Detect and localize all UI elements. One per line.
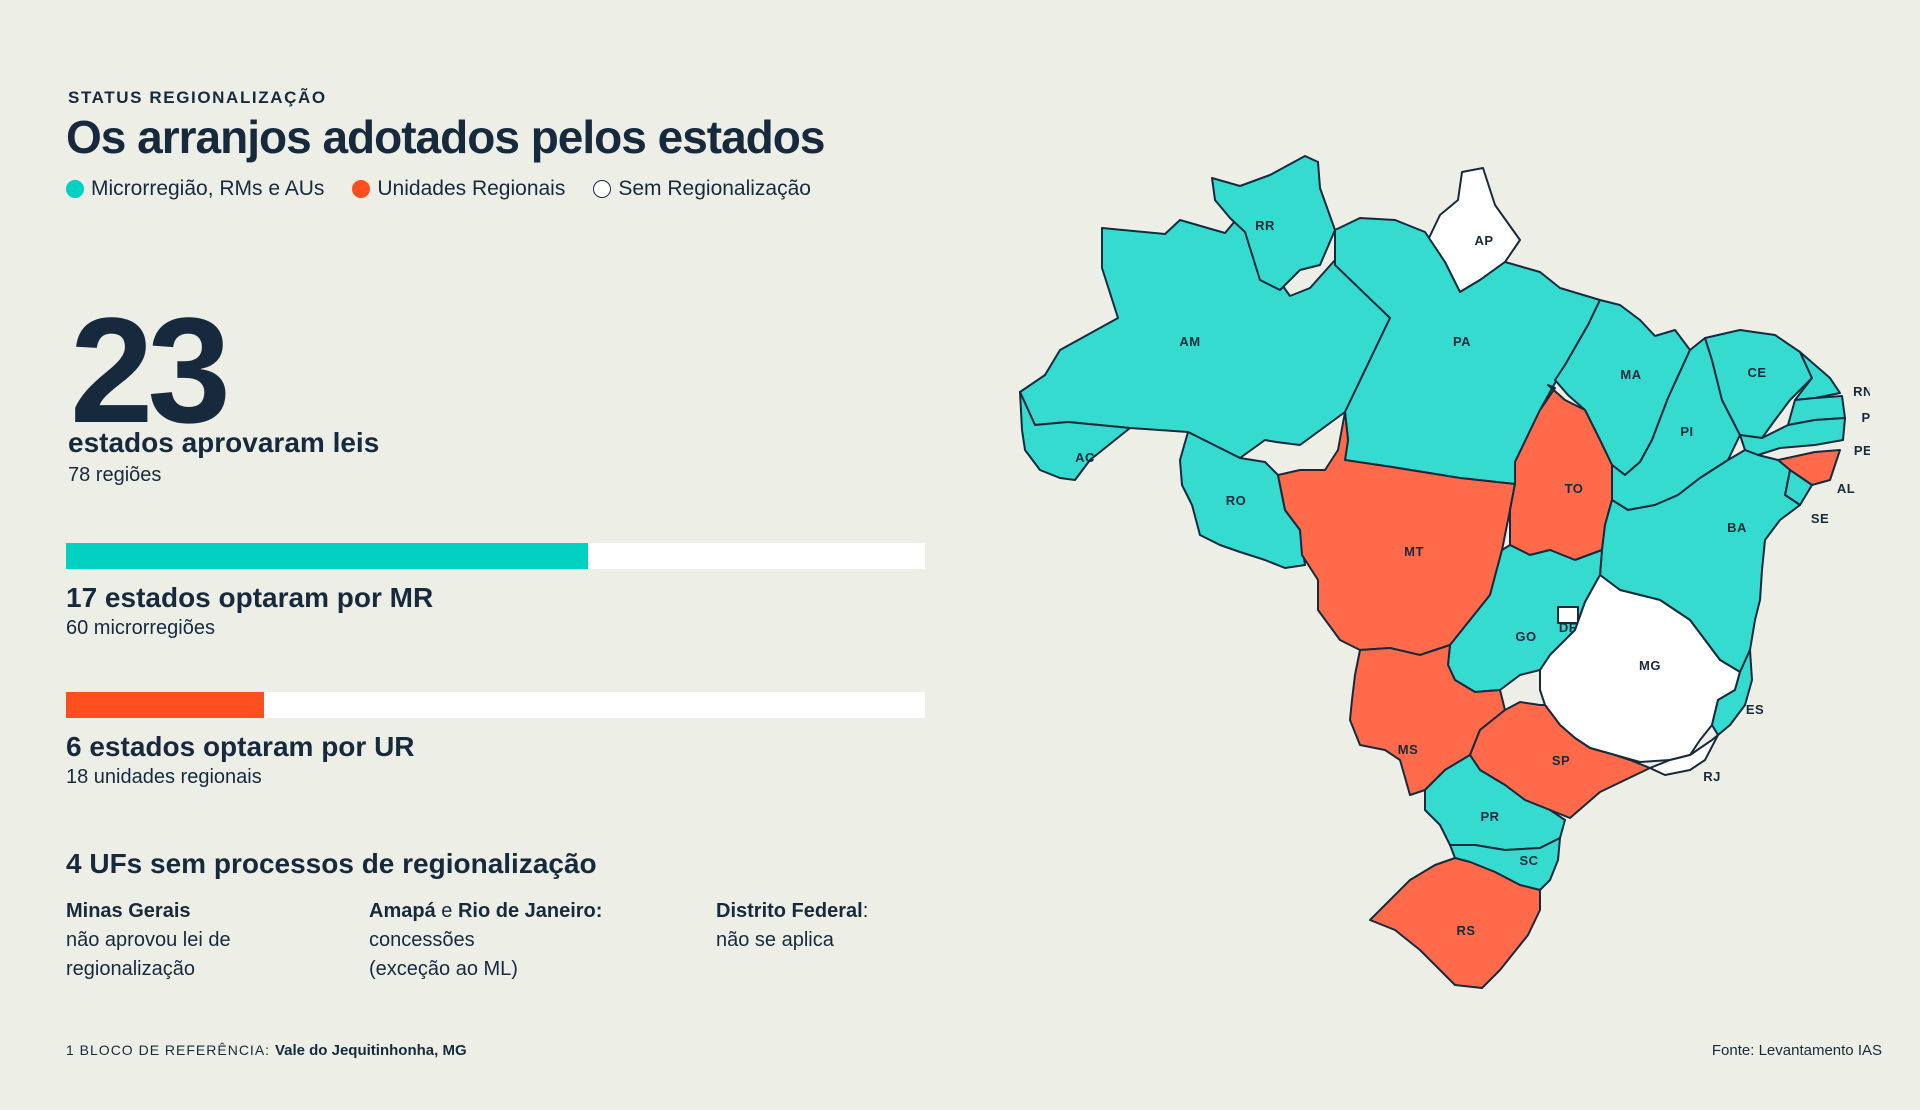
label-es: ES [1746,702,1764,717]
state-rj [1649,734,1719,776]
state-labels: RR AP AM PA MA CE RN PB PE PI AL SE AC R… [1075,218,1870,938]
label-rs: RS [1456,923,1475,938]
ur-progress-track [66,692,925,718]
conj: e [435,900,458,922]
orange-dot-icon [352,180,371,198]
label-al: AL [1837,481,1855,496]
footnote: 1 BLOCO DE REFERÊNCIA: Vale do Jequitinh… [66,1042,467,1059]
legend-item-mr: Microrregião, RMs e AUs [66,177,324,201]
label-rj: RJ [1703,769,1721,784]
state-ac [1019,391,1131,481]
state-mg [1539,574,1741,763]
legend-label-none: Sem Regionalização [618,177,811,200]
label-am: AM [1179,334,1200,349]
label-rn: RN [1853,384,1870,399]
ap-text-2: (exceção ao ML) [369,958,518,980]
state-rr [1211,155,1336,291]
df-colon: : [862,900,869,922]
state-rs [1369,857,1541,989]
big-number-label: estados aprovaram leis [68,427,380,458]
ur-stat-sub: 18 unidades regionais [66,766,262,788]
big-number: 23 [70,286,231,454]
label-pb: PB [1861,410,1870,425]
label-ba: BA [1727,520,1747,535]
legend-item-ur: Unidades Regionais [352,177,565,201]
mr-progress-track [66,543,925,569]
ur-stat-label: 6 estados optaram por UR [66,731,415,762]
label-pr: PR [1480,809,1499,824]
white-dot-icon [593,180,612,198]
label-ac: AC [1075,450,1095,465]
legend-label-ur: Unidades Regionais [377,177,566,200]
mr-stat-label: 17 estados optaram por MR [66,582,434,613]
label-ma: MA [1620,367,1641,382]
big-number-sub: 78 regiões [68,464,162,486]
page-title: Os arranjos adotados pelos estados [66,111,825,163]
label-pe: PE [1854,443,1870,458]
legend-item-none: Sem Regionalização [593,177,811,201]
label-to: TO [1565,481,1584,496]
mg-text-1: não aprovou lei de [66,929,231,951]
label-sc: SC [1519,853,1538,868]
mr-stat-sub: 60 microrregiões [66,617,215,639]
footnote-prefix: 1 BLOCO DE REFERÊNCIA: [66,1042,271,1058]
label-mt: MT [1404,544,1424,559]
state-es [1711,649,1753,736]
footnote-value: Vale do Jequitinhonha, MG [274,1042,467,1059]
df-text: não se aplica [716,929,834,951]
ap-rj-note: Amapá e Rio de Janeiro: concessões (exce… [369,897,602,984]
source: Fonte: Levantamento IAS [1711,1042,1882,1059]
label-pa: PA [1453,334,1471,349]
ap-text-1: concessões [369,929,475,951]
mg-name: Minas Gerais [66,900,191,922]
brazil-map: RR AP AM PA MA CE RN PB PE PI AL SE AC R… [1019,155,1870,989]
kicker: STATUS REGIONALIZAÇÃO [68,88,327,107]
teal-dot-icon [66,180,84,198]
ap-name: Amapá [369,900,436,922]
state-pe [1739,417,1846,456]
df-name: Distrito Federal [716,900,863,922]
df-note: Distrito Federal: não se aplica [716,897,868,955]
legend-label-mr: Microrregião, RMs e AUs [91,177,325,200]
state-ce [1704,329,1813,439]
label-rr: RR [1255,218,1275,233]
label-pi: PI [1680,424,1693,439]
label-ro: RO [1226,493,1247,508]
rj-name: Rio de Janeiro: [457,900,603,922]
label-go: GO [1515,629,1536,644]
label-ap: AP [1474,233,1493,248]
no-region-title: 4 UFs sem processos de regionalização [66,848,597,879]
label-ms: MS [1398,742,1419,757]
mr-progress-fill [66,543,588,569]
state-ro [1179,431,1306,569]
label-df: DF [1559,620,1577,635]
ur-progress-fill [66,692,265,718]
legend: Microrregião, RMs e AUs Unidades Regiona… [66,177,811,201]
label-mg: MG [1639,658,1661,673]
mg-note: Minas Gerais não aprovou lei de regional… [66,897,231,984]
mg-text-2: regionalização [66,958,195,980]
label-se: SE [1811,511,1829,526]
label-ce: CE [1747,365,1766,380]
label-sp: SP [1552,753,1570,768]
